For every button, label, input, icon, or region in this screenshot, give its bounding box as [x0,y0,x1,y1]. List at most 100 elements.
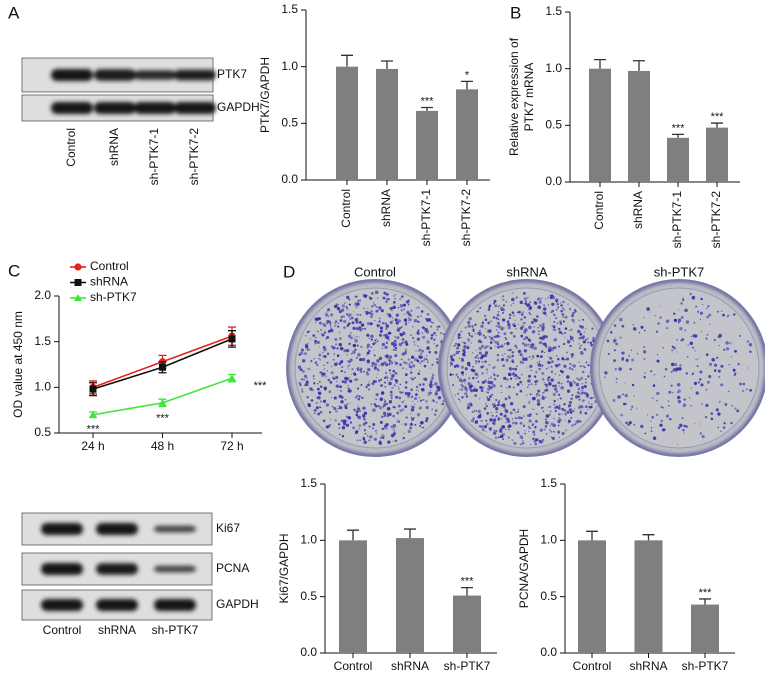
colony [415,350,417,352]
colony [435,346,437,348]
y-tick-label: 0.5 [34,425,51,439]
colony [532,430,536,434]
colony [346,295,350,299]
colony [526,303,531,307]
colony [559,322,563,325]
colony [367,383,371,387]
colony [390,397,393,399]
colony [410,361,413,364]
colony [528,366,531,368]
colony [401,338,405,341]
colony [314,340,318,344]
colony [404,381,408,384]
colony [535,395,538,397]
colony [566,338,569,341]
error-bar [341,54,353,67]
band-label: GAPDH [216,597,259,611]
colony [474,394,477,397]
colony [390,332,392,334]
colony [357,405,359,407]
colony [524,432,526,435]
colony [352,311,355,313]
colony [625,421,628,425]
colony [489,347,492,349]
colony [613,341,615,343]
colony [480,419,483,423]
point [228,374,236,382]
colony [545,367,548,370]
colony [537,305,542,310]
colony [359,299,361,302]
colony [325,403,330,407]
colony [571,364,573,366]
colony [583,331,586,334]
colony [527,343,530,346]
colony [695,391,699,395]
colony [339,385,342,388]
colony [454,394,457,396]
colony [561,370,564,374]
colony [392,369,396,373]
colony [532,423,535,426]
blot-band [94,69,136,81]
colony [553,387,558,391]
colony [405,416,408,419]
colony [701,402,703,405]
blot-band [41,599,83,611]
colony [539,428,543,432]
colony [511,367,515,371]
colony [551,360,554,363]
colony [497,318,500,320]
colony [550,370,554,374]
colony [405,342,409,346]
colony [298,353,301,356]
colony [399,383,402,386]
colony [538,367,541,371]
colony [644,372,646,374]
colony [385,324,389,327]
colony [583,366,586,369]
colony [543,428,546,431]
colony [470,342,473,344]
colony [557,430,560,433]
colony [329,380,333,384]
colony [327,315,329,317]
colony [615,377,618,380]
colony [436,389,439,392]
lane-label: sh-PTK7-1 [147,128,161,186]
colony [358,424,362,428]
colony [545,345,548,348]
colony [396,336,400,340]
colony [679,423,683,428]
colony [334,362,338,366]
colony [538,360,541,363]
colony [502,354,504,356]
colony [356,302,360,306]
colony [528,356,531,359]
blot-bands [41,523,196,535]
colony [569,384,573,388]
colony [385,300,388,303]
colony [578,347,581,350]
colony [501,328,504,331]
colony [552,329,554,331]
colony [749,350,752,353]
colony [336,380,338,383]
colony [370,334,374,339]
colony [506,320,510,324]
colony [658,305,661,307]
colony [410,369,412,371]
colony [319,385,323,389]
colony [700,331,703,333]
bar [376,68,398,180]
colony [527,425,530,428]
colony [499,306,504,311]
colony [369,435,373,439]
colony [699,311,704,315]
colony [415,343,417,345]
colony [429,390,431,392]
colony [405,368,408,370]
colony [331,345,334,348]
colony [496,374,499,377]
band-label: Ki67 [216,521,240,535]
